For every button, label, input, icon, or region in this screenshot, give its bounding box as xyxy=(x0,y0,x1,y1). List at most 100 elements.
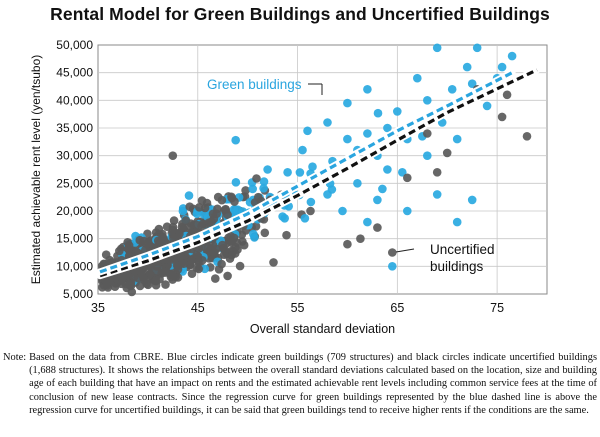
uncertified-point xyxy=(502,90,512,100)
green-point xyxy=(423,96,432,105)
x-tick-label: 65 xyxy=(390,301,404,315)
green-point xyxy=(278,212,287,221)
uncertified-point xyxy=(356,234,365,243)
uncertified-point xyxy=(373,223,382,232)
green-point xyxy=(298,145,307,155)
uncertified-point xyxy=(423,129,432,138)
green-point xyxy=(383,123,392,133)
green-point xyxy=(200,264,210,274)
uncertified-point xyxy=(161,280,170,289)
uncertified-point xyxy=(175,229,184,239)
uncertified-point xyxy=(208,240,218,250)
note-prefix: Note: xyxy=(3,352,27,363)
green-point xyxy=(323,190,332,199)
uncertified-buildings-label-line2: buildings xyxy=(430,259,484,274)
green-point xyxy=(353,179,362,188)
uncertified-point xyxy=(124,241,134,250)
uncertified-point xyxy=(185,202,194,211)
green-point xyxy=(250,233,259,242)
uncertified-point xyxy=(115,246,124,256)
green-regression-line xyxy=(99,71,513,274)
uncertified-point xyxy=(154,224,164,234)
uncertified-point xyxy=(122,283,131,293)
green-point xyxy=(231,135,240,145)
green-point xyxy=(306,197,316,207)
uncertified-point xyxy=(197,221,206,231)
uncertified-point xyxy=(221,204,230,214)
uncertified-point xyxy=(219,244,228,253)
y-tick-label: 40,000 xyxy=(56,93,93,107)
green-point xyxy=(482,101,492,111)
green-point xyxy=(184,191,194,200)
uncertified-point xyxy=(140,275,149,285)
green-point xyxy=(388,262,397,271)
uncertified-point xyxy=(146,262,156,272)
uncertified-point xyxy=(219,250,229,259)
green-point xyxy=(497,62,507,72)
uncertified-point xyxy=(235,261,245,271)
green-point xyxy=(462,62,472,72)
uncertified-regression-line xyxy=(99,68,538,278)
green-point xyxy=(507,51,517,61)
green-point xyxy=(363,217,372,227)
uncertified-point xyxy=(251,222,261,231)
uncertified-point xyxy=(168,151,178,160)
green-point xyxy=(452,217,462,227)
y-axis-label: Estimated achievable rent level (yen/tsu… xyxy=(29,55,43,284)
uncertified-point xyxy=(522,132,532,141)
green-point xyxy=(363,129,372,138)
uncertified-point xyxy=(217,195,227,205)
uncertified-point xyxy=(252,174,261,183)
uncertified-point xyxy=(213,204,222,214)
y-tick-label: 5,000 xyxy=(63,287,93,301)
green-point xyxy=(343,134,352,144)
x-tick-label: 75 xyxy=(490,301,504,315)
uncertified-point xyxy=(227,192,236,202)
uncertified-point xyxy=(253,192,263,202)
y-tick-label: 35,000 xyxy=(56,121,93,135)
y-tick-label: 45,000 xyxy=(56,66,93,80)
green-point xyxy=(259,177,269,186)
axes: 5,000 10,000 15,000 20,000 25,000 30,000 35,00… xyxy=(29,38,504,336)
green-point xyxy=(295,168,305,177)
uncertified-point xyxy=(145,269,155,279)
x-tick-label: 35 xyxy=(91,301,105,315)
green-point xyxy=(263,165,272,174)
uncertified-point xyxy=(156,238,166,247)
green-point xyxy=(452,134,462,144)
green-buildings-label: Green buildings xyxy=(207,77,302,92)
uncertified-point xyxy=(223,271,232,281)
y-tick-label: 30,000 xyxy=(56,149,93,163)
green-point xyxy=(308,162,317,171)
uncertified-point xyxy=(153,266,162,276)
green-point xyxy=(467,195,477,205)
green-point xyxy=(178,204,188,213)
green-point xyxy=(413,73,422,83)
x-tick-label: 55 xyxy=(291,301,305,315)
uncertified-point xyxy=(432,168,442,177)
green-point xyxy=(467,79,477,88)
regression-lines xyxy=(96,66,541,280)
y-tick-label: 25,000 xyxy=(56,176,93,190)
green-point xyxy=(363,85,372,94)
green-point xyxy=(248,184,257,194)
uncertified-point xyxy=(168,225,178,235)
y-tick-label: 15,000 xyxy=(56,232,93,246)
green-point xyxy=(343,98,352,108)
annotations: Green buildings Uncertified buildings xyxy=(207,77,495,274)
green-point xyxy=(259,184,268,193)
uncertified-point xyxy=(269,258,278,267)
uncertified-point xyxy=(211,274,220,283)
y-tick-label: 50,000 xyxy=(56,38,93,52)
uncertified-point xyxy=(497,112,507,122)
uncertified-point xyxy=(173,273,183,282)
green-point xyxy=(432,43,442,53)
green-point xyxy=(323,118,332,127)
x-tick-label: 45 xyxy=(191,301,205,315)
green-point xyxy=(373,108,383,118)
green-point xyxy=(403,206,412,216)
uncertified-point xyxy=(229,233,239,243)
green-point xyxy=(303,126,312,136)
green-point xyxy=(229,205,239,214)
green-point xyxy=(338,206,347,216)
